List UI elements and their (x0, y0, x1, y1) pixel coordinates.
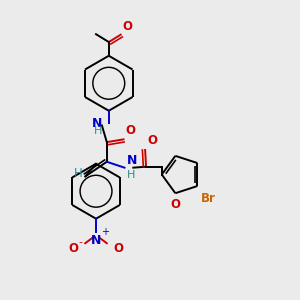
Text: -: - (78, 237, 82, 247)
Text: N: N (92, 117, 102, 130)
Text: +: + (101, 227, 109, 237)
Text: H: H (94, 126, 102, 136)
Text: H: H (126, 169, 135, 179)
Text: O: O (114, 242, 124, 255)
Text: N: N (91, 234, 101, 248)
Text: H: H (74, 167, 82, 180)
Text: O: O (147, 134, 157, 147)
Text: O: O (125, 124, 136, 137)
Text: N: N (126, 154, 137, 167)
Text: O: O (68, 242, 78, 255)
Text: Br: Br (201, 192, 216, 205)
Text: O: O (170, 198, 180, 211)
Text: O: O (122, 20, 133, 33)
